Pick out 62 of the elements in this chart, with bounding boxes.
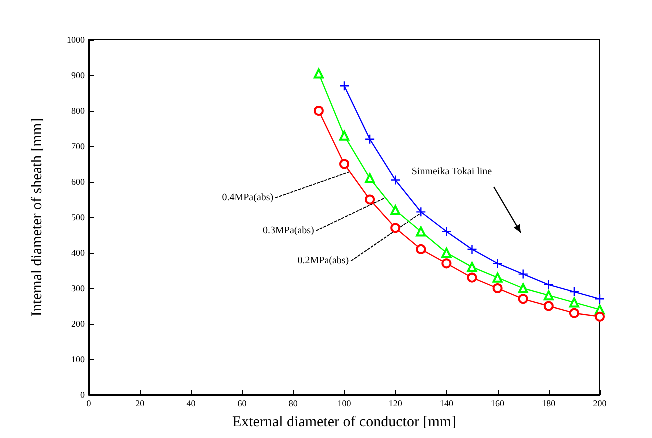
point	[569, 286, 580, 298]
point	[340, 159, 350, 170]
y-tick-label: 700	[72, 142, 86, 152]
point	[492, 284, 503, 294]
point	[416, 244, 426, 254]
y-tick-label: 300	[72, 284, 86, 294]
point	[442, 248, 452, 258]
point	[390, 175, 401, 186]
y-axis-title: Internal diameter of sheath [mm]	[30, 118, 46, 317]
x-tick-label: 180	[542, 398, 556, 408]
point	[314, 68, 324, 79]
point	[365, 194, 376, 205]
y-tick-label: 100	[72, 354, 86, 364]
x-tick-label: 100	[338, 398, 352, 408]
x-tick-label: 0	[86, 398, 92, 408]
point	[518, 269, 528, 280]
point	[364, 134, 376, 144]
annotation: 0.3MPa(abs)	[262, 225, 314, 236]
point	[569, 308, 580, 318]
y-tick-label: 600	[72, 177, 86, 187]
x-axis-title: External diameter of conductor [mm]	[232, 414, 457, 430]
point	[492, 258, 503, 269]
x-tick-label: 140	[440, 398, 454, 408]
point	[492, 272, 503, 283]
point	[416, 226, 426, 237]
point	[595, 312, 605, 322]
y-tick-label: 0	[80, 390, 86, 400]
point	[365, 173, 376, 184]
point	[467, 262, 478, 272]
x-tick-label: 60	[238, 398, 248, 408]
y-tick-label: 1000	[67, 35, 86, 45]
point	[390, 223, 401, 234]
y-tick-label: 800	[72, 106, 86, 116]
point	[544, 301, 554, 312]
annotation: 0.2MPa(abs)	[298, 256, 350, 267]
point	[442, 258, 452, 269]
y-tick-label: 400	[72, 248, 86, 258]
point	[594, 294, 606, 304]
x-tick-label: 120	[388, 398, 403, 408]
point	[467, 272, 478, 283]
point	[314, 106, 324, 116]
point	[339, 81, 350, 92]
annotation: 0.4MPa(abs)	[222, 192, 274, 204]
x-tick-label: 200	[593, 398, 608, 408]
point	[544, 290, 554, 301]
annotation: Sinmeika Tokai line	[412, 166, 493, 178]
point	[518, 294, 528, 304]
x-tick-label: 80	[288, 398, 298, 408]
point	[518, 284, 528, 294]
point	[416, 207, 426, 218]
point	[390, 205, 401, 216]
y-tick-label: 900	[72, 70, 86, 80]
point	[569, 298, 580, 308]
point	[544, 280, 554, 290]
x-tick-label: 40	[186, 398, 196, 408]
point	[340, 130, 350, 141]
x-tick-label: 20	[136, 398, 146, 408]
x-tick-label: 160	[491, 398, 506, 408]
point	[442, 226, 452, 237]
y-tick-label: 200	[72, 319, 86, 329]
point	[467, 244, 478, 255]
y-tick-label: 500	[72, 212, 86, 222]
